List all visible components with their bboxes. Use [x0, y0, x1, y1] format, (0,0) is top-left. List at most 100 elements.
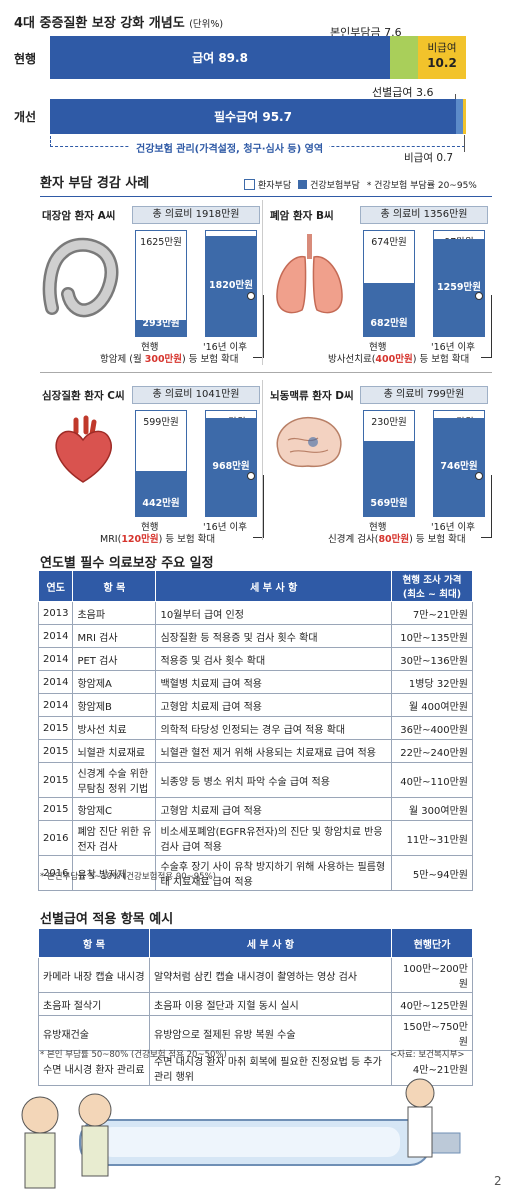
selective-source: <자료: 보건복지부> [390, 1050, 465, 1060]
schedule-cell: 월 300여만원 [391, 797, 473, 821]
schedule-cell: 2014 [37, 647, 74, 671]
schedule-cell: 초음파 [72, 601, 157, 625]
case-insurance-value: 682만원 [370, 318, 408, 329]
schedule-header-item: 항 목 [72, 570, 157, 602]
selective-row: 유방재건술 유방암으로 절제된 유방 복원 수술 150만~750만원 [38, 1015, 473, 1051]
case-note-amount: 120만원 [121, 534, 159, 545]
label-selective-line [455, 94, 456, 102]
x-label-after: '16년 이후 [431, 522, 475, 533]
case-patient-value: 230만원 [371, 417, 407, 428]
row-label-improved: 개선 [14, 110, 37, 124]
schedule-cell: 폐암 진단 위한 유전자 검사 [72, 820, 157, 856]
case-bar-current: 230만원 569만원 [363, 410, 415, 517]
selective-header-detail: 세 부 사 항 [149, 928, 392, 958]
schedule-cell: 7만~21만원 [391, 601, 473, 625]
selective-cell: 알약처럼 삼킨 캡슐 내시경이 촬영하는 영상 검사 [149, 957, 392, 993]
schedule-row: 2015 신경계 수술 위한 무탐침 정위 기법 뇌종양 등 병소 위치 파악 수술… [37, 762, 473, 798]
schedule-cell: 고형암 치료제 급여 적용 [155, 797, 392, 821]
schedule-cell: 11만~31만원 [391, 820, 473, 856]
case-note-pointer [481, 475, 492, 538]
selective-note: * 본인 부담률 50~80% (건강보험 적용 20~50%) [40, 1050, 227, 1060]
case-insurance-fill: 746만원 [434, 418, 484, 516]
cases-legend: 환자부담 건강보험부담 * 건강보험 부담률 20~95% [244, 178, 477, 191]
schedule-row: 2015 뇌혈관 치료재료 뇌혈관 혈전 제거 위해 사용되는 치료재료 급여 적용… [37, 739, 473, 763]
case-bar-after: 73만원968만원 [205, 410, 257, 517]
case-note: 신경계 검사(80만원) 등 보험 확대 [328, 531, 466, 545]
case-insurance-value: 293만원 [142, 318, 180, 329]
schedule-cell: 백혈병 치료제 급여 적용 [155, 670, 392, 694]
case-bar-after: 97만원1259만원 [433, 230, 485, 337]
case-total: 총 의료비 1918만원 [132, 206, 260, 224]
case-note-post: ) 등 보험 확대 [182, 354, 239, 365]
bar-current-nonbenefit: 비급여 10.2 [418, 36, 466, 79]
case-note-pre: 방사선치료( [328, 354, 376, 365]
x-label-current: 현행 [369, 342, 387, 353]
case-patient-value: 599만원 [143, 417, 179, 428]
schedule-cell: 뇌혈관 치료재료 [72, 739, 157, 763]
case-note: 방사선치료(400만원) 등 보험 확대 [328, 351, 469, 365]
case-insurance-fill: 1820만원 [206, 236, 256, 336]
schedule-cell: 뇌혈관 혈전 제거 위해 사용되는 치료재료 급여 적용 [155, 739, 392, 763]
case-note: 항암제 (월 300만원) 등 보험 확대 [100, 351, 239, 365]
schedule-cell: 신경계 수술 위한 무탐침 정위 기법 [72, 762, 157, 798]
case-patient-value: 1625만원 [140, 237, 182, 248]
schedule-cell: 10월부터 급여 인정 [155, 601, 392, 625]
case-note-post: ) 등 보험 확대 [412, 354, 470, 365]
legend-insurance-label: 건강보험부담 [310, 181, 360, 191]
legend-patient-label: 환자부담 [258, 181, 292, 191]
cases-title: 환자 부담 경감 사례 [40, 176, 150, 191]
schedule-cell: 22만~240만원 [391, 739, 473, 763]
schedule-row: 2015 항암제C 고형암 치료제 급여 적용 월 300여만원 [37, 797, 473, 821]
schedule-row: 2014 PET 검사 적용증 및 검사 횟수 확대 30만~136만원 [37, 647, 473, 671]
label-nonbenefit-improved: 비급여 0.7 [404, 152, 454, 164]
x-label-current: 현행 [141, 342, 159, 353]
schedule-cell: 항암제A [72, 670, 157, 694]
case-note-post: ) 등 보험 확대 [158, 534, 216, 545]
bottom-illustration [21, 1078, 461, 1189]
selective-header-item: 항 목 [38, 928, 150, 958]
schedule-cell: 뇌종양 등 병소 위치 파악 수술 급여 적용 [155, 762, 392, 798]
case-note-pointer [253, 475, 264, 538]
case-insurance-value: 569만원 [370, 498, 408, 509]
selective-row: 카메라 내장 캡슐 내시경 알약처럼 삼킨 캡슐 내시경이 촬영하는 영상 검사 1… [38, 957, 473, 993]
case-total: 총 의료비 1356만원 [360, 206, 488, 224]
schedule-cell: 방사선 치료 [72, 716, 157, 740]
selective-body: 카메라 내장 캡슐 내시경 알약처럼 삼킨 캡슐 내시경이 촬영하는 영상 검사 1… [38, 957, 473, 1086]
schedule-cell: 항암제B [72, 693, 157, 717]
case-note-pointer [481, 295, 492, 358]
selective-cell: 40만~125만원 [391, 992, 473, 1016]
schedule-row: 2016 유착 방지제 수술후 장기 사이 유착 방지하기 위해 사용하는 필름형태… [37, 855, 473, 891]
schedule-cell: 의학적 타당성 인정되는 경우 급여 적용 확대 [155, 716, 392, 740]
case-note-amount: 300만원 [144, 354, 183, 365]
case-note-amount: 400만원 [375, 354, 413, 365]
selective-cell: 150만~750만원 [391, 1015, 473, 1051]
case-note-dot [475, 292, 483, 300]
legend-patient-swatch [244, 179, 255, 190]
schedule-cell: 2014 [37, 693, 74, 717]
schedule-cell: 30만~136만원 [391, 647, 473, 671]
case-name: 폐암 환자 B씨 [270, 210, 334, 222]
case-name: 뇌동맥류 환자 D씨 [270, 390, 354, 402]
nonbenefit-value: 10.2 [427, 56, 457, 70]
case-note-pre: MRI( [100, 534, 122, 545]
selective-cell: 수면 내시경 환자 마취 회복에 필요한 진정요법 등 추가 관리 행위 [149, 1050, 392, 1086]
schedule-cell: 2014 [37, 670, 74, 694]
case-patient-value: 674만원 [371, 237, 407, 248]
schedule-cell: 10만~135만원 [391, 624, 473, 648]
legend-insurance-swatch [298, 180, 308, 189]
selective-cell: 초음파 이용 절단과 지혈 동시 실시 [149, 992, 392, 1016]
case-insurance-value: 1820만원 [209, 280, 253, 291]
schedule-cell: 1병당 32만원 [391, 670, 473, 694]
page-number: 2 [494, 1174, 502, 1188]
cases-divider-vert-1 [262, 200, 263, 365]
case-bar-current: 599만원 442만원 [135, 410, 187, 517]
schedule-row: 2014 항암제B 고형암 치료제 급여 적용 월 400여만원 [37, 693, 473, 717]
case-note-pre: 신경계 검사( [328, 534, 379, 545]
case-note-post: ) 등 보험 확대 [409, 534, 466, 545]
schedule-cell: 40만~110만원 [391, 762, 473, 798]
x-label-after: '16년 이후 [203, 522, 247, 533]
schedule-cell: 2013 [37, 601, 74, 625]
x-label-current: 현행 [369, 522, 387, 533]
case-bar-current: 1625만원 293만원 [135, 230, 187, 337]
cases-divider [40, 372, 492, 373]
